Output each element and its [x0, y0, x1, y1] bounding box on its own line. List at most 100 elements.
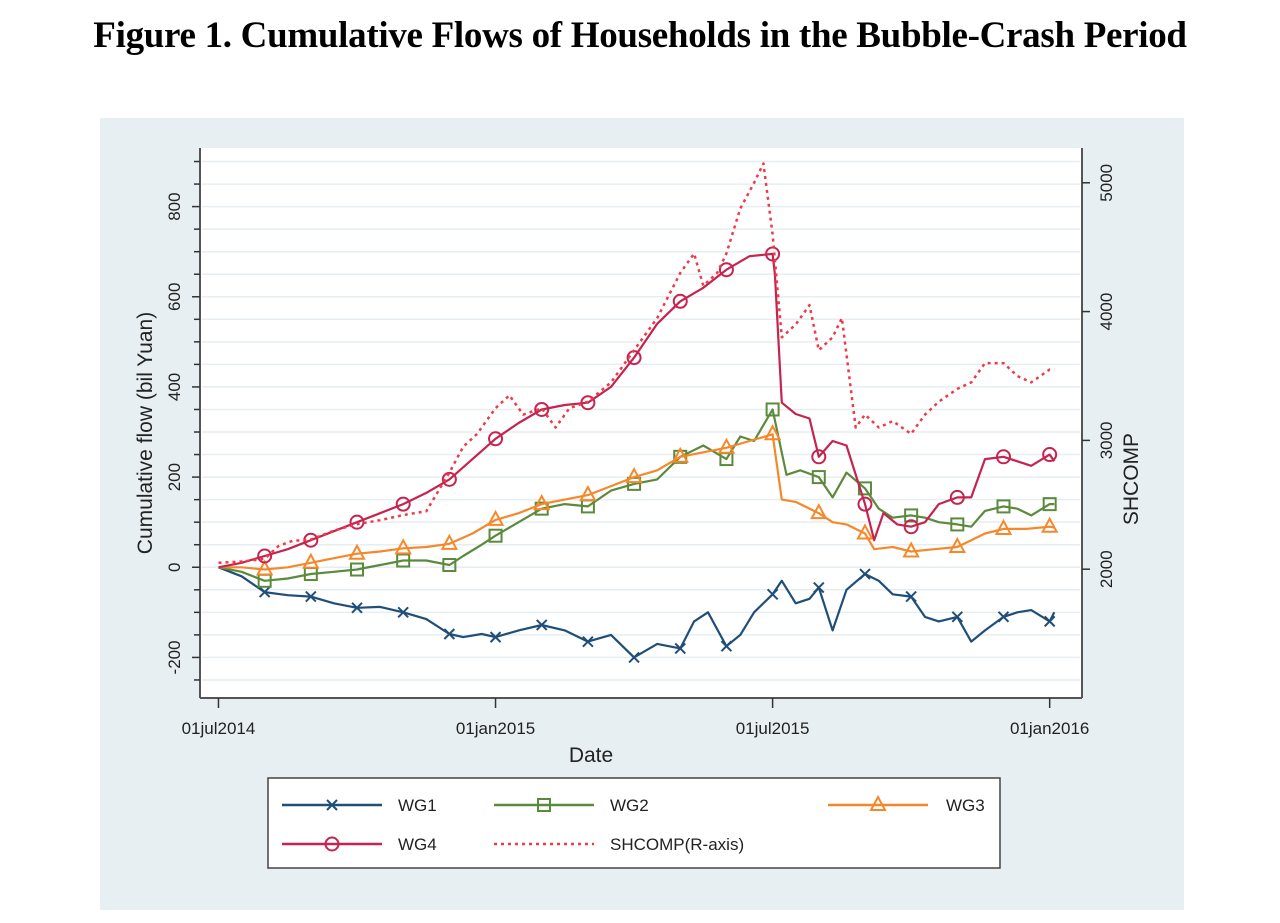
marker-x-stroke [351, 602, 363, 614]
series-line [218, 162, 1055, 565]
legend-label: WG4 [398, 835, 437, 854]
chart-panel: -200 0 200 400 600 800 2000 3000 4000 5000 01jul20… [100, 118, 1184, 910]
marker-triangle [579, 485, 597, 502]
legend-item: WG4 [282, 835, 437, 854]
marker-x-stroke [443, 628, 456, 640]
marker-x [305, 590, 317, 603]
legend-label: WG1 [398, 796, 437, 815]
marker-x-stroke [1043, 615, 1056, 628]
marker-x [258, 586, 271, 598]
marker-x-stroke [674, 642, 686, 655]
series-wg4 [218, 246, 1058, 569]
y2-axis-title: SHCOMP [1120, 433, 1143, 525]
marker-square [996, 499, 1011, 514]
legend-box [267, 777, 1001, 869]
marker-triangle [856, 523, 874, 540]
legend-label: WG3 [946, 796, 985, 815]
series-line [218, 252, 1056, 569]
marker-x-stroke [766, 588, 779, 601]
marker-x [766, 588, 779, 601]
marker-x [720, 640, 733, 652]
legend: WG1 WG2 WG3 WG4 SHCOMP(R-axis) [267, 777, 1001, 869]
marker-x-stroke [582, 635, 594, 648]
x-tick-label: 01jan2015 [456, 719, 535, 738]
marker-square [811, 470, 826, 485]
y-tick-label: 200 [165, 463, 184, 491]
series-line [218, 566, 1056, 659]
marker-triangle [763, 424, 782, 441]
y-axis-title: Cumulative flow (bil Yuan) [134, 312, 157, 554]
marker-x-stroke [859, 568, 871, 580]
marker-circle [580, 395, 596, 411]
marker-square [442, 558, 457, 573]
marker-x-stroke [305, 590, 317, 603]
marker-x [1043, 615, 1056, 628]
marker-x [674, 642, 686, 655]
marker-circle [534, 401, 550, 417]
legend-item: SHCOMP(R-axis) [494, 835, 744, 854]
marker-circle [857, 496, 873, 512]
y2-tick-label: 3000 [1097, 421, 1116, 459]
marker-x [628, 651, 640, 664]
marker-triangle [671, 446, 689, 463]
series-wg1 [218, 566, 1056, 664]
y2-tick-label: 2000 [1097, 550, 1116, 588]
gridlines [202, 160, 1080, 681]
legend-item: WG3 [828, 794, 985, 815]
series-shcomp-r-axis- [218, 162, 1055, 565]
marker-x [859, 568, 871, 580]
marker-triangle [810, 503, 828, 520]
marker-triangle [486, 509, 505, 526]
marker-x [813, 581, 825, 594]
series-layer [218, 162, 1059, 664]
marker-circle [811, 449, 827, 465]
marker-x [443, 628, 456, 640]
x-tick-label: 01jul2014 [182, 719, 256, 738]
marker-x [905, 590, 917, 603]
y-tick-label: 400 [165, 373, 184, 401]
marker-circle [257, 548, 273, 564]
marker-x-stroke [326, 799, 338, 811]
series-wg3 [218, 424, 1059, 576]
marker-circle [395, 496, 411, 512]
y-tick-label: 600 [165, 283, 184, 311]
figure-title: Figure 1. Cumulative Flows of Households… [93, 15, 1187, 56]
legend-item: WG2 [494, 796, 649, 815]
series-line [218, 433, 1055, 571]
marker-square [765, 402, 780, 417]
marker-square [537, 798, 551, 812]
marker-square [396, 553, 411, 568]
marker-square [488, 528, 503, 543]
marker-x-stroke [489, 631, 502, 643]
y2-tick-label: 5000 [1097, 164, 1116, 202]
marker-triangle [994, 518, 1013, 535]
marker-triangle [348, 543, 366, 560]
marker-x-stroke [536, 619, 548, 631]
marker-x-stroke [951, 611, 964, 623]
marker-circle [1042, 447, 1058, 463]
marker-x [997, 611, 1010, 623]
y-tick-label: -200 [165, 640, 184, 674]
marker-circle [488, 431, 504, 447]
axes: -200 0 200 400 600 800 2000 3000 4000 5000 01jul20… [165, 148, 1116, 738]
marker-circle [995, 449, 1011, 465]
plot-area [200, 148, 1082, 698]
marker-x-stroke [720, 640, 733, 652]
y2-tick-label: 4000 [1097, 293, 1116, 331]
marker-triangle [869, 794, 887, 811]
legend-label: WG2 [610, 796, 649, 815]
marker-x-stroke [628, 651, 640, 664]
x-tick-label: 01jan2016 [1010, 719, 1089, 738]
line-chart: -200 0 200 400 600 800 2000 3000 4000 5000 01jul20… [134, 148, 1143, 869]
marker-triangle [902, 541, 920, 558]
marker-circle [903, 519, 919, 535]
y-tick-label: 800 [165, 192, 184, 220]
marker-triangle [255, 559, 274, 576]
marker-x [326, 799, 338, 811]
marker-circle [441, 471, 457, 487]
marker-x-stroke [905, 590, 917, 603]
y-tick-label: 0 [165, 563, 184, 572]
marker-square [350, 562, 365, 577]
marker-square [1042, 497, 1057, 512]
marker-triangle [302, 552, 320, 569]
